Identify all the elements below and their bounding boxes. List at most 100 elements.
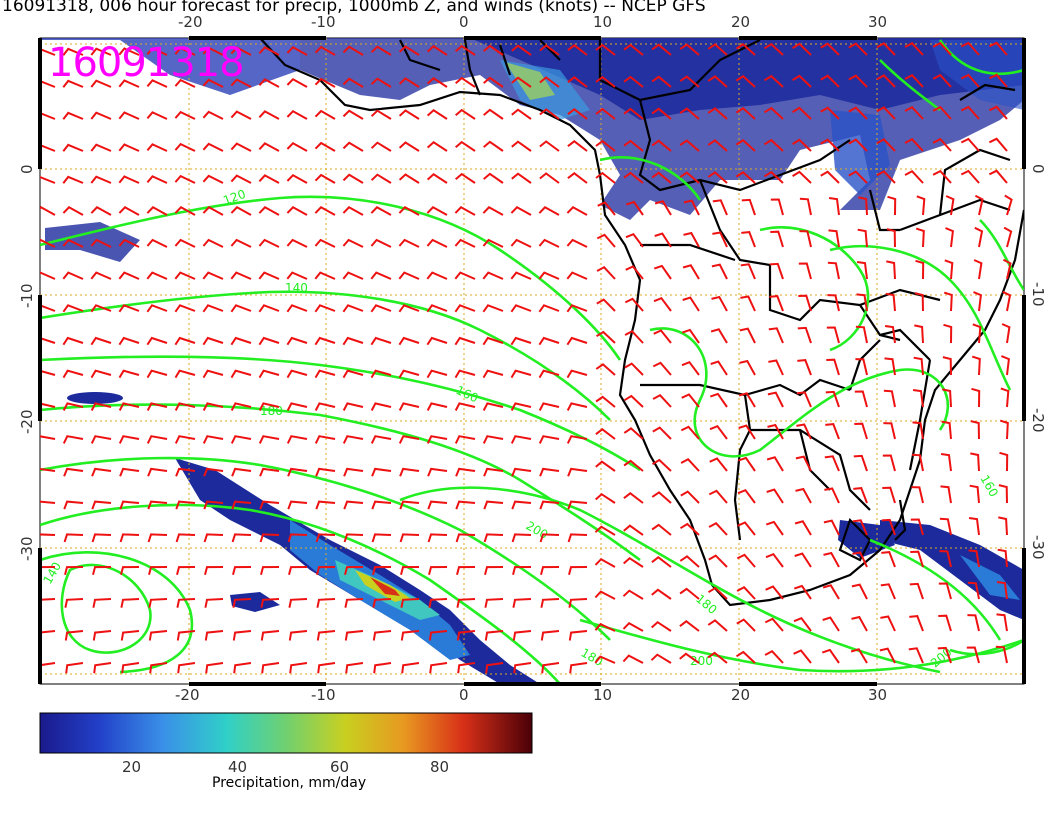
wind-barb (427, 533, 448, 543)
wind-barb (798, 294, 812, 312)
wind-barb (912, 389, 924, 408)
wind-barb (876, 74, 896, 88)
wind-barb (90, 435, 112, 444)
wind-barb (707, 586, 728, 600)
wind-barb (567, 467, 588, 477)
wind-barb (372, 598, 392, 608)
wind-barb (763, 138, 784, 152)
wind-barb (939, 550, 952, 568)
wind-barb (315, 467, 336, 477)
wind-barb (763, 106, 784, 120)
wind-barb (653, 264, 672, 280)
wind-barb (118, 336, 140, 346)
wind-barb (960, 137, 980, 152)
wind-barb (146, 238, 168, 248)
wind-barb (202, 174, 224, 184)
wind-barb (370, 402, 392, 411)
wind-barb (821, 648, 840, 664)
wind-barb (651, 491, 672, 504)
wind-barb (258, 206, 280, 216)
wind-barb (909, 615, 924, 632)
wind-barb (40, 238, 56, 248)
wind-barb (651, 588, 672, 600)
wind-barb (679, 522, 700, 536)
wind-barb (202, 206, 224, 216)
wind-barb (799, 230, 812, 248)
wind-barb (176, 598, 196, 608)
wind-barb (595, 139, 616, 152)
wind-barb (944, 259, 954, 280)
wind-barb (398, 45, 420, 56)
wind-barb (370, 77, 392, 88)
wind-barb (539, 172, 560, 184)
wind-barb (174, 238, 196, 248)
wind-barb (594, 590, 616, 600)
wind-barb (568, 566, 588, 576)
wind-barb (794, 552, 812, 568)
wind-barb (769, 295, 784, 312)
wind-barb (973, 259, 983, 280)
wind-barb (595, 75, 616, 88)
wind-barb (64, 630, 84, 641)
wind-barb (426, 238, 448, 248)
wind-barb (711, 295, 728, 312)
wind-barb (707, 171, 728, 184)
wind-barb (820, 106, 840, 120)
wind-barb (118, 435, 140, 444)
wind-barb (399, 533, 420, 543)
wind-barb (741, 198, 756, 216)
wind-barb (398, 369, 420, 379)
wind-barb (679, 171, 700, 184)
wind-barb (997, 548, 1008, 568)
wind-barb (538, 435, 560, 444)
wind-barb (566, 435, 588, 444)
wind-barb (428, 566, 448, 576)
wind-barb (90, 369, 112, 379)
wind-barb (202, 110, 224, 120)
wind-barb (876, 170, 896, 184)
wind-barb (314, 45, 336, 56)
wind-barb (622, 589, 644, 600)
lon-labels-top: -20 -10 0 10 20 30 (178, 13, 887, 31)
wind-barb (147, 467, 168, 477)
wind-barb (709, 392, 728, 408)
lon-label: 0 (459, 13, 469, 31)
wind-barb (942, 356, 952, 376)
wind-barb (765, 552, 784, 568)
wind-barb (370, 369, 392, 379)
wind-barb (825, 423, 840, 440)
wind-barb (426, 304, 448, 313)
wind-barb (90, 143, 112, 152)
wind-barb (540, 566, 560, 576)
colorbar-tick: 60 (330, 758, 349, 776)
wind-barb (93, 662, 112, 674)
wind-barb (119, 500, 140, 510)
wind-barb (973, 291, 982, 312)
wind-barb (90, 47, 112, 56)
wind-barb (40, 566, 56, 569)
wind-barb (828, 229, 840, 248)
wind-barb (204, 598, 224, 608)
wind-barb (230, 110, 252, 120)
wind-barb (342, 304, 364, 313)
wind-barb (40, 369, 56, 376)
wind-barb (288, 566, 308, 576)
wind-barb (595, 395, 616, 408)
wind-barb (680, 458, 700, 472)
wind-barb (792, 138, 812, 152)
wind-barb (763, 42, 784, 56)
lon-label: 0 (459, 686, 469, 704)
wind-barb (454, 435, 476, 444)
wind-barb (795, 455, 812, 472)
wind-barb (737, 521, 756, 536)
wind-barb (454, 206, 476, 216)
wind-barb (455, 500, 476, 510)
wind-barb (483, 76, 504, 88)
wind-barb (286, 238, 308, 248)
wind-barb (999, 419, 1009, 440)
wind-barb (456, 566, 476, 576)
wind-barb (972, 323, 982, 344)
wind-barb (230, 46, 252, 56)
wind-barb (679, 620, 700, 632)
wind-barb (679, 139, 700, 152)
